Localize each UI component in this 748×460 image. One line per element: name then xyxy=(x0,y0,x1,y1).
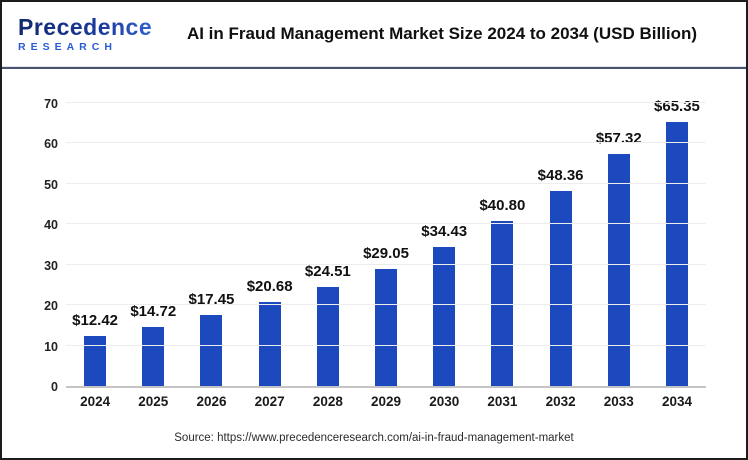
y-tick-label: 40 xyxy=(44,218,58,233)
bar-group-2027: $20.68 xyxy=(241,81,299,386)
bar-group-2026: $17.45 xyxy=(182,81,240,386)
plot-area: $12.42 $14.72 $17.45 $20.68 $24.51 $29.05 $34.… xyxy=(44,81,706,394)
y-tick-label: 10 xyxy=(44,339,58,354)
x-axis-labels: 2024 2025 2026 2027 2028 2029 2030 2031 2032 2033… xyxy=(66,394,706,409)
x-tick-label-2025: 2025 xyxy=(138,394,169,409)
bar-value-label: $34.43 xyxy=(421,222,468,240)
bar-value-label: $65.35 xyxy=(654,97,700,115)
gridline-50 xyxy=(66,182,706,184)
bar-2029 xyxy=(375,268,398,386)
bar-group-2028: $24.51 xyxy=(299,81,357,386)
header: Precedence RESEARCH AI in Fraud Manageme… xyxy=(2,2,746,66)
bar-2025 xyxy=(142,326,165,386)
bar-value-label: $12.42 xyxy=(72,311,119,329)
bar-group-2032: $48.36 xyxy=(532,81,590,386)
x-tick-label-2033: 2033 xyxy=(603,394,634,409)
bar-group-2030: $34.43 xyxy=(415,81,473,386)
bar-value-label: $24.51 xyxy=(304,262,351,280)
bar-group-2034: $65.35 xyxy=(648,81,706,386)
bar-2024 xyxy=(84,335,107,386)
bar-2032 xyxy=(549,190,572,386)
logo-subtitle: RESEARCH xyxy=(18,40,117,53)
precedence-logo: Precedence RESEARCH xyxy=(18,15,168,53)
gridline-60 xyxy=(66,142,706,144)
page-title: AI in Fraud Management Market Size 2024 … xyxy=(186,24,698,43)
x-tick-label-2024: 2024 xyxy=(80,394,111,409)
gridline-70 xyxy=(66,102,706,103)
y-tick-label: 50 xyxy=(44,177,58,192)
bar-group-2031: $40.80 xyxy=(473,81,531,386)
bar-2028 xyxy=(316,286,339,386)
bar-value-label: $48.36 xyxy=(537,166,584,184)
x-tick-label-2030: 2030 xyxy=(429,394,460,409)
x-tick-label-2031: 2031 xyxy=(487,394,518,409)
y-tick-label: 20 xyxy=(44,299,58,314)
bar-value-label: $40.80 xyxy=(479,197,526,215)
bar-group-2033: $57.32 xyxy=(590,81,648,386)
x-tick-label-2027: 2027 xyxy=(254,394,285,409)
bar-value-label: $20.68 xyxy=(246,278,293,296)
bar-group-2025: $14.72 xyxy=(124,81,182,386)
bars-container: $12.42 $14.72 $17.45 $20.68 $24.51 $29.05 $34.… xyxy=(66,81,706,386)
header-divider xyxy=(2,66,746,69)
logo-wordmark: Precedence xyxy=(18,15,168,39)
gridline-10 xyxy=(66,344,706,346)
x-tick-label-2029: 2029 xyxy=(371,394,402,409)
x-tick-label-2026: 2026 xyxy=(196,394,227,409)
x-tick-label-2028: 2028 xyxy=(312,394,343,409)
y-tick-label: 60 xyxy=(44,137,58,152)
bar-2027 xyxy=(258,302,281,386)
bar-2026 xyxy=(200,315,223,386)
x-tick-label-2034: 2034 xyxy=(661,394,692,409)
gridline-20 xyxy=(66,304,706,306)
gridline-40 xyxy=(66,223,706,225)
bar-2033 xyxy=(607,154,630,386)
y-tick-label: 0 xyxy=(51,380,58,394)
bar-value-label: $14.72 xyxy=(130,302,177,320)
gridline-30 xyxy=(66,263,706,265)
source-text: Source: https://www.precedenceresearch.c… xyxy=(174,432,574,444)
y-tick-label: 70 xyxy=(44,97,58,111)
bar-group-2029: $29.05 xyxy=(357,81,415,386)
y-tick-label: 30 xyxy=(44,258,58,273)
bar-value-label: $17.45 xyxy=(188,291,235,309)
bar-2034 xyxy=(665,121,688,386)
bar-value-label: $29.05 xyxy=(363,244,409,262)
bar-value-label: $57.32 xyxy=(595,130,642,148)
bar-group-2024: $12.42 xyxy=(66,81,124,386)
bar-2030 xyxy=(433,246,456,386)
x-tick-label-2032: 2032 xyxy=(545,394,576,409)
title-wrap: AI in Fraud Management Market Size 2024 … xyxy=(168,24,746,44)
